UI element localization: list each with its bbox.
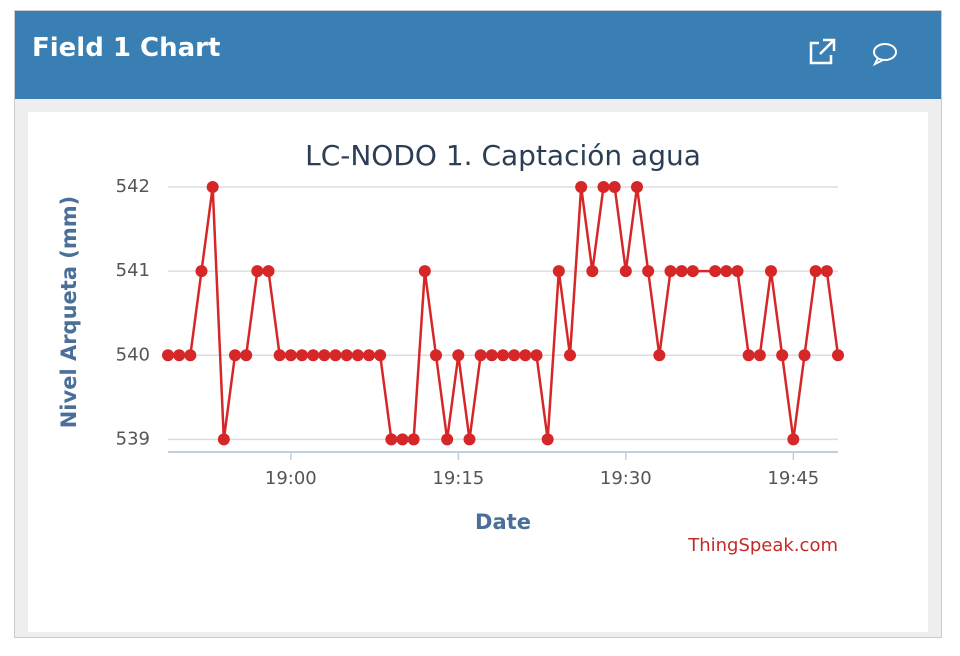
data-point: [541, 433, 554, 446]
data-point: [340, 349, 353, 362]
data-point: [396, 433, 409, 446]
data-point: [664, 265, 677, 278]
data-point: [485, 349, 498, 362]
data-point: [575, 181, 588, 193]
data-point: [474, 349, 487, 362]
data-point: [385, 433, 398, 446]
widget: Field 1 Chart LC-NODO 1. Captación agua 5…: [14, 10, 942, 638]
y-tick-label: 542: [116, 176, 150, 197]
data-point: [430, 349, 442, 362]
data-point: [709, 265, 722, 278]
data-point: [251, 265, 264, 278]
widget-title: Field 1 Chart: [32, 33, 221, 63]
comment-icon[interactable]: [872, 43, 897, 67]
data-point: [184, 349, 197, 362]
data-point: [206, 181, 219, 193]
data-point: [240, 349, 253, 362]
data-point: [530, 349, 543, 362]
data-point: [284, 349, 297, 362]
widget-header: Field 1 Chart: [15, 11, 941, 99]
credit: ThingSpeak.com: [687, 535, 838, 556]
x-tick-label: 19:30: [600, 468, 652, 489]
data-point: [418, 265, 431, 278]
chart: LC-NODO 1. Captación agua 539 540 541 542 19:…: [57, 139, 844, 556]
data-line: [168, 185, 840, 441]
data-point: [262, 265, 275, 278]
y-tick-label: 540: [116, 344, 150, 365]
data-point: [798, 349, 811, 362]
data-point: [776, 349, 789, 362]
widget-body: LC-NODO 1. Captación agua 539 540 541 542 19:…: [28, 112, 928, 632]
data-point: [217, 433, 230, 446]
data-point: [463, 433, 476, 446]
y-tick-label: 539: [116, 428, 150, 449]
data-point: [608, 181, 621, 193]
data-point: [787, 433, 800, 446]
data-point: [564, 349, 576, 362]
data-point: [441, 433, 454, 446]
data-point: [742, 349, 755, 362]
x-axis-label: Date: [475, 510, 531, 534]
data-point: [597, 181, 610, 193]
data-point: [809, 265, 822, 278]
header-icons: [809, 38, 897, 67]
data-point: [552, 265, 565, 278]
y-axis-label: Nivel Arqueta (mm): [57, 196, 81, 429]
data-point: [452, 349, 465, 362]
data-point: [619, 265, 632, 278]
data-point: [642, 265, 655, 278]
data-point: [675, 265, 688, 278]
data-point: [832, 349, 844, 362]
data-point: [351, 349, 364, 362]
data-point: [329, 349, 342, 362]
data-point: [497, 349, 509, 362]
data-point: [363, 349, 375, 362]
data-point: [631, 181, 643, 193]
data-point: [296, 349, 308, 362]
data-point: [229, 349, 241, 362]
data-point: [820, 265, 833, 278]
data-point: [318, 349, 331, 362]
data-point: [720, 265, 733, 278]
data-point: [273, 349, 286, 362]
data-point: [765, 265, 777, 278]
data-point: [407, 433, 420, 446]
data-point: [653, 349, 666, 362]
open-external-icon[interactable]: [809, 38, 836, 65]
data-point: [731, 265, 744, 278]
x-tick-label: 19:45: [767, 468, 819, 489]
data-point: [753, 349, 766, 362]
data-point: [307, 349, 320, 362]
data-point: [508, 349, 521, 362]
data-point: [195, 265, 208, 278]
chart-title: LC-NODO 1. Captación agua: [305, 139, 701, 172]
y-tick-label: 541: [116, 260, 150, 281]
data-point: [686, 265, 699, 278]
data-point: [374, 349, 387, 362]
data-point: [162, 349, 174, 362]
data-point: [519, 349, 532, 362]
data-point: [586, 265, 599, 278]
x-tick-label: 19:15: [432, 468, 484, 489]
data-point: [173, 349, 186, 362]
x-tick-label: 19:00: [265, 468, 317, 489]
